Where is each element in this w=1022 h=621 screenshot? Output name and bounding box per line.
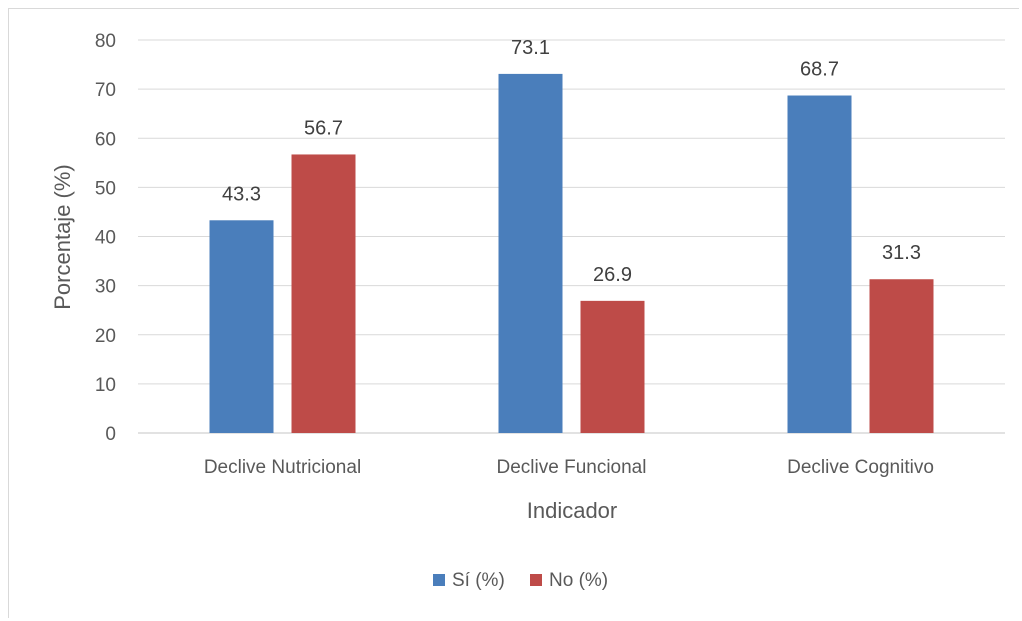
bar-no-0 — [291, 154, 356, 433]
legend-swatch — [433, 574, 445, 586]
bar-si-2 — [787, 95, 852, 433]
data-label: 73.1 — [511, 37, 550, 59]
data-label: 56.7 — [304, 117, 343, 139]
y-tick-label: 0 — [105, 424, 116, 445]
bars — [209, 73, 934, 434]
bar-no-2 — [869, 279, 934, 433]
legend-label: No (%) — [549, 570, 608, 591]
y-axis-title: Porcentaje (%) — [50, 164, 75, 310]
gridlines — [138, 39, 1005, 434]
y-tick-label: 40 — [95, 228, 116, 249]
y-axis-ticks: 0 10 20 30 40 50 60 70 80 — [95, 31, 116, 445]
data-label: 68.7 — [800, 59, 839, 81]
bar-no-1 — [580, 300, 645, 433]
y-tick-label: 60 — [95, 129, 116, 150]
data-label: 31.3 — [882, 242, 921, 264]
y-tick-label: 50 — [95, 178, 116, 199]
y-tick-label: 30 — [95, 277, 116, 298]
x-tick-label: Declive Funcional — [497, 457, 647, 478]
bar-si-1 — [498, 73, 563, 434]
data-label: 43.3 — [222, 183, 261, 205]
x-tick-label: Declive Cognitivo — [787, 457, 934, 478]
legend-label: Sí (%) — [452, 570, 505, 591]
x-axis-title: Indicador — [527, 498, 618, 523]
y-tick-label: 80 — [95, 31, 116, 52]
x-tick-label: Declive Nutricional — [204, 457, 361, 478]
y-tick-label: 10 — [95, 375, 116, 396]
y-tick-label: 20 — [95, 326, 116, 347]
x-axis-ticks: Declive Nutricional Declive Funcional Decl… — [204, 457, 934, 478]
bar-si-0 — [209, 220, 274, 433]
legend-swatch — [530, 574, 542, 586]
data-label: 26.9 — [593, 264, 632, 286]
data-labels: 43.3 56.7 73.1 26.9 68.7 31.3 — [222, 37, 921, 286]
y-tick-label: 70 — [95, 80, 116, 101]
legend: Sí (%) No (%) — [433, 570, 608, 591]
